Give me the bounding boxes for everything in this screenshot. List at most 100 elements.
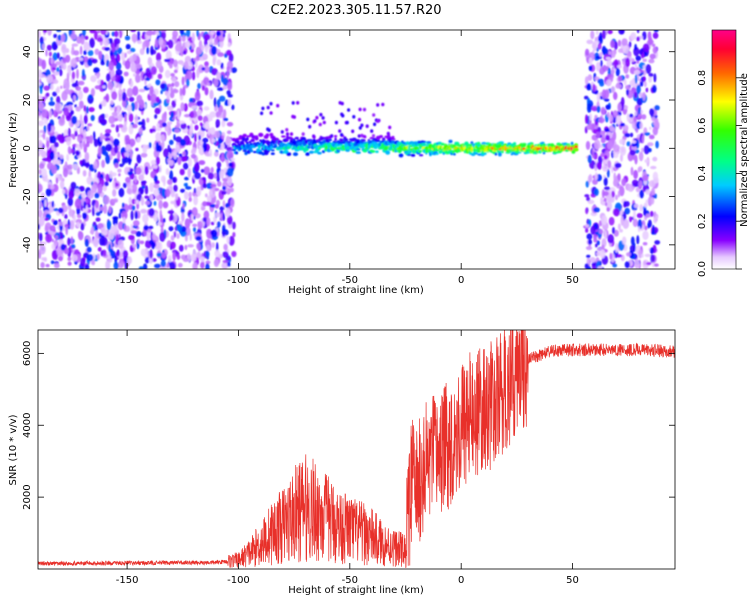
spectrogram-signal-blob xyxy=(369,137,374,140)
spectrogram-noise-blob xyxy=(181,212,185,222)
spectrogram-noise-blob xyxy=(643,208,647,216)
spectrogram-noise-blob xyxy=(50,96,53,102)
spectrogram-noise-blob xyxy=(118,124,124,128)
spectrogram-noise-blob xyxy=(184,114,191,118)
spectrogram-noise-blob xyxy=(169,262,176,269)
spectrogram-noise-blob xyxy=(144,185,149,195)
spectrogram-noise-blob xyxy=(79,160,83,165)
spectrogram-harmonic-blob xyxy=(315,115,319,120)
colorbar-tick-label: 0.2 xyxy=(697,213,708,229)
spectrogram-harmonic-blob xyxy=(340,133,344,137)
spectrogram-frame xyxy=(37,29,676,270)
spectrogram-noise-blob xyxy=(606,111,610,118)
spectrogram-noise-blob xyxy=(167,129,171,136)
spectrogram-noise-blob xyxy=(180,102,185,112)
spectrogram-noise-blob xyxy=(128,234,135,241)
spectrogram-noise-blob xyxy=(159,209,162,220)
spectrogram-noise-blob xyxy=(647,142,654,147)
spectrogram-noise-blob xyxy=(98,103,103,110)
spectrogram-noise-blob xyxy=(226,167,234,177)
spectrogram-noise-blob xyxy=(78,90,83,101)
spectrogram-harmonic-blob xyxy=(285,128,289,132)
spectrogram-noise-blob xyxy=(584,76,589,85)
spectrogram-noise-blob xyxy=(83,56,89,63)
spectrogram-noise-blob xyxy=(648,36,653,46)
spectrogram-noise-blob xyxy=(606,207,610,212)
y-tick-label: 6000 xyxy=(22,341,33,366)
spectrogram-signal-blob xyxy=(472,148,477,152)
spectrogram-noise-blob xyxy=(215,119,221,128)
spectrogram-noise-blob xyxy=(625,84,631,90)
spectrogram-noise-blob xyxy=(622,124,629,132)
spectrogram-noise-blob xyxy=(128,79,131,85)
spectrogram-noise-blob xyxy=(104,181,109,187)
spectrogram-noise-blob xyxy=(617,173,621,181)
spectrogram-signal-blob xyxy=(379,135,383,138)
spectrogram-noise-blob xyxy=(114,39,118,48)
spectrogram-noise-blob xyxy=(156,52,162,62)
spectrogram-noise-blob xyxy=(125,144,132,153)
spectrogram-signal-blob xyxy=(497,150,502,153)
spectrogram-noise-blob xyxy=(71,71,76,80)
spectrogram-noise-blob xyxy=(637,112,642,119)
spectrogram-noise-blob xyxy=(67,127,71,137)
spectrogram-image xyxy=(38,30,661,269)
spectrogram-noise-blob xyxy=(123,224,127,231)
spectrogram-noise-blob xyxy=(585,246,593,251)
spectrogram-noise-blob xyxy=(211,45,217,56)
spectrogram-noise-blob xyxy=(66,153,70,162)
spectrogram-noise-blob xyxy=(202,217,207,223)
spectrogram-signal-blob xyxy=(421,142,427,147)
spectrogram-noise-blob xyxy=(130,47,136,53)
spectrogram-noise-blob xyxy=(222,77,229,86)
spectrogram-noise-blob xyxy=(132,243,137,248)
spectrogram-noise-blob xyxy=(149,85,154,95)
spectrogram-noise-blob xyxy=(140,248,146,257)
spectrogram-noise-blob xyxy=(648,73,654,77)
spectrogram-noise-blob xyxy=(75,143,80,149)
spectrogram-noise-blob xyxy=(141,118,146,129)
spectrogram-noise-blob xyxy=(83,105,87,112)
spectrogram-noise-blob xyxy=(118,187,125,198)
spectrogram-noise-blob xyxy=(141,185,145,189)
spectrogram-noise-blob xyxy=(587,199,595,205)
spectrogram-noise-blob xyxy=(95,200,99,209)
spectrogram-noise-blob xyxy=(130,102,136,112)
spectrogram-noise-blob xyxy=(59,175,63,181)
spectrogram-noise-blob xyxy=(38,130,41,139)
spectrogram-noise-blob xyxy=(644,132,651,136)
spectrogram-signal-blob xyxy=(279,140,283,144)
spectrogram-noise-blob xyxy=(639,189,644,199)
spectrogram-noise-blob xyxy=(161,141,165,149)
spectrogram-signal-blob xyxy=(411,153,416,157)
spectrogram-noise-blob xyxy=(108,243,111,253)
spectrogram-noise-blob xyxy=(83,163,91,167)
spectrogram-noise-blob xyxy=(211,68,218,76)
spectrogram-noise-blob xyxy=(605,79,612,87)
spectrogram-noise-blob xyxy=(158,199,163,210)
spectrogram-noise-blob xyxy=(93,138,99,147)
spectrogram-noise-blob xyxy=(119,163,124,167)
spectrogram-noise-blob xyxy=(183,162,189,170)
spectrogram-signal-blob xyxy=(260,133,264,137)
spectrogram-noise-blob xyxy=(41,168,47,177)
spectrogram-noise-blob xyxy=(139,240,145,245)
spectrogram-noise-blob xyxy=(178,120,185,124)
spectrogram-noise-blob xyxy=(69,220,75,230)
spectrogram-signal-blob xyxy=(501,149,504,154)
spectrogram-noise-blob xyxy=(49,225,56,232)
spectrogram-noise-blob xyxy=(633,69,641,75)
spectrogram-noise-blob xyxy=(45,49,48,57)
spectrogram-noise-blob xyxy=(230,198,235,208)
spectrogram-noise-blob xyxy=(209,111,217,118)
spectrogram-noise-blob xyxy=(84,138,87,142)
spectrogram-noise-blob xyxy=(209,89,214,100)
spectrogram-noise-blob xyxy=(74,104,77,108)
spectrogram-noise-blob xyxy=(595,30,599,35)
spectrogram-noise-blob xyxy=(207,126,211,136)
spectrogram-noise-blob xyxy=(167,210,175,215)
spectrogram-noise-blob xyxy=(196,242,201,250)
spectrogram-noise-blob xyxy=(231,104,235,111)
spectrogram-signal-blob xyxy=(236,140,240,145)
spectrogram-noise-blob xyxy=(112,75,116,82)
